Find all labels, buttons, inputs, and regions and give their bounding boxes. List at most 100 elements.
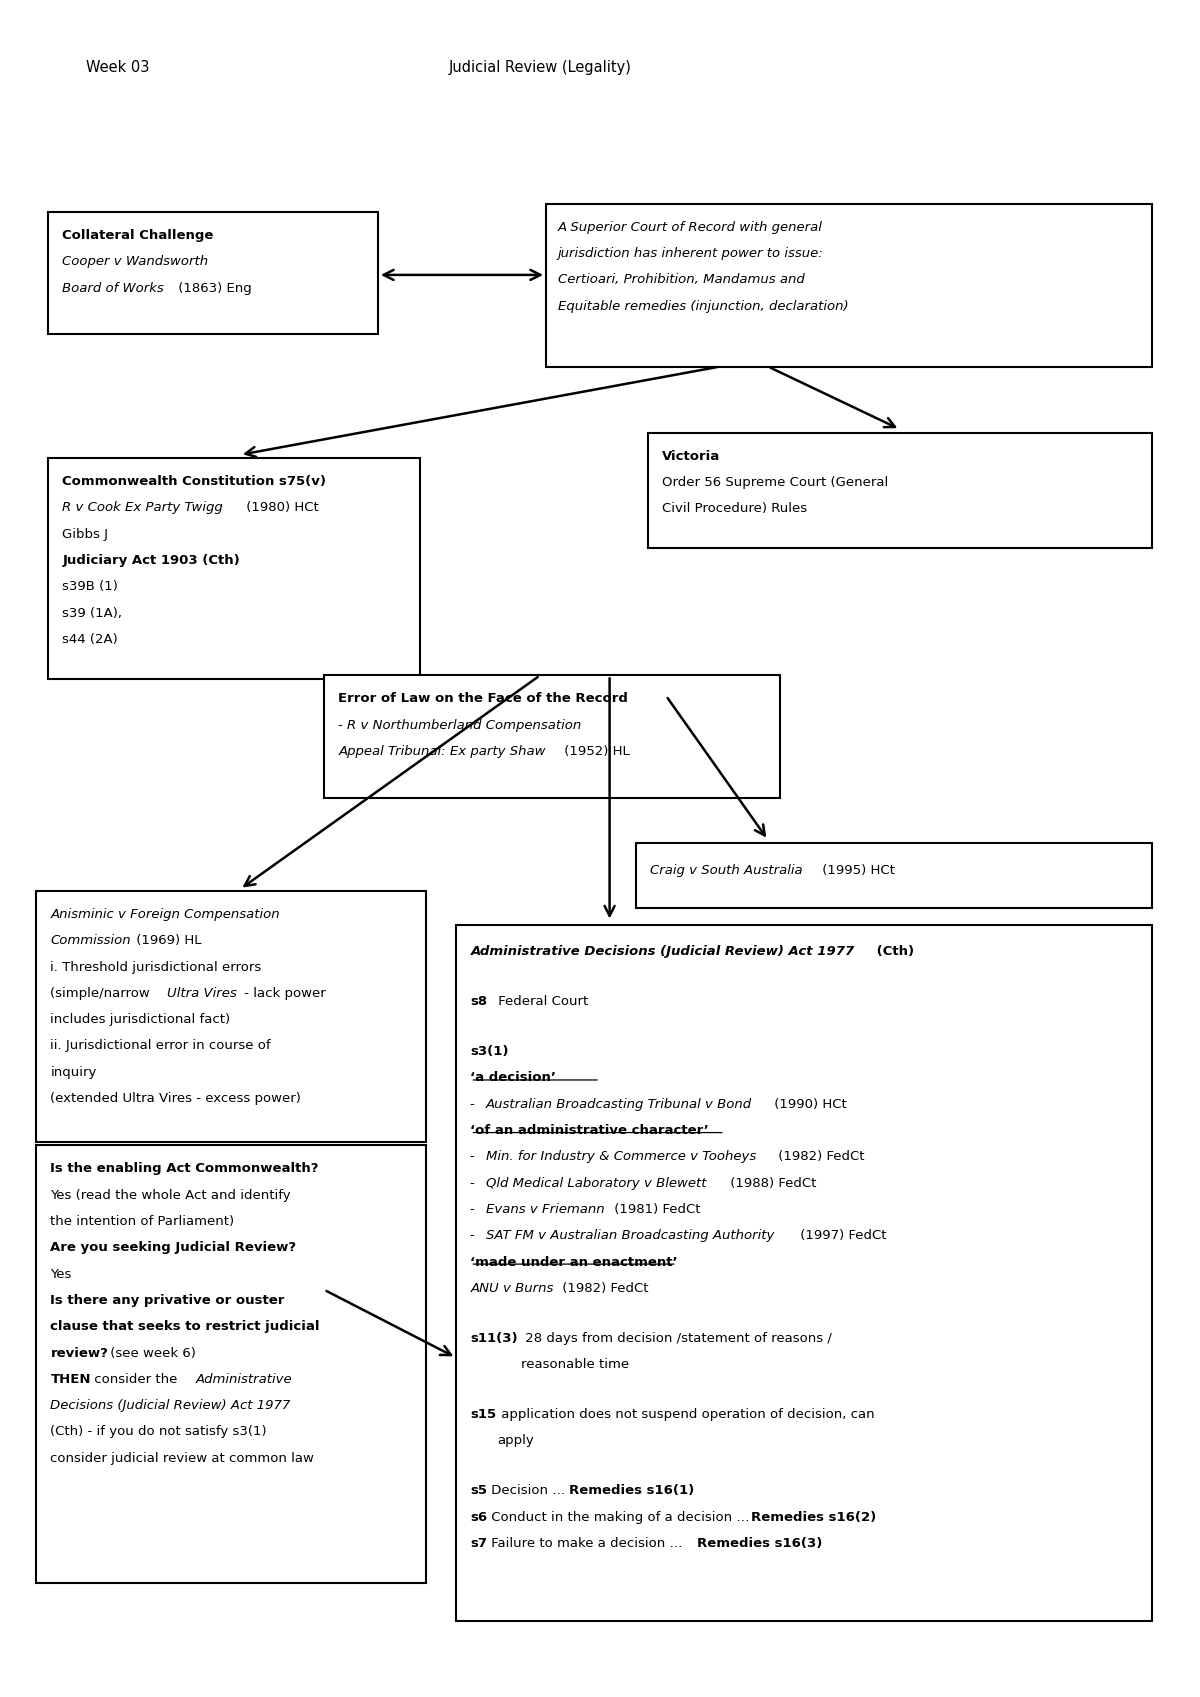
Text: Board of Works: Board of Works xyxy=(62,282,164,295)
Text: s15: s15 xyxy=(470,1409,497,1420)
Text: Victoria: Victoria xyxy=(662,450,721,463)
Text: (1990) HCt: (1990) HCt xyxy=(770,1098,847,1112)
Text: (1980) HCt: (1980) HCt xyxy=(242,502,319,514)
Text: Administrative: Administrative xyxy=(196,1373,293,1386)
Text: apply: apply xyxy=(497,1434,534,1448)
Text: ‘made under an enactment’: ‘made under an enactment’ xyxy=(470,1256,678,1269)
Text: Yes: Yes xyxy=(50,1268,72,1281)
Text: ii. Jurisdictional error in course of: ii. Jurisdictional error in course of xyxy=(50,1039,271,1052)
Text: A Superior Court of Record with general: A Superior Court of Record with general xyxy=(558,221,823,234)
Text: Equitable remedies (injunction, declaration): Equitable remedies (injunction, declarat… xyxy=(558,299,848,312)
Text: (1981) FedCt: (1981) FedCt xyxy=(610,1203,700,1217)
Text: (1952) HL: (1952) HL xyxy=(560,745,630,759)
Text: (Cth): (Cth) xyxy=(872,945,914,959)
Text: (1995) HCt: (1995) HCt xyxy=(818,864,895,877)
Text: Min. for Industry & Commerce v Tooheys: Min. for Industry & Commerce v Tooheys xyxy=(486,1151,756,1164)
Text: ‘a decision’: ‘a decision’ xyxy=(470,1071,557,1084)
Text: Gibbs J: Gibbs J xyxy=(62,528,108,541)
FancyBboxPatch shape xyxy=(48,458,420,679)
Text: -: - xyxy=(470,1203,480,1217)
Text: 28 days from decision /statement of reasons /: 28 days from decision /statement of reas… xyxy=(521,1332,832,1346)
Text: consider judicial review at common law: consider judicial review at common law xyxy=(50,1453,314,1465)
Text: review?: review? xyxy=(50,1347,108,1359)
Text: s39 (1A),: s39 (1A), xyxy=(62,606,122,619)
Text: SAT FM v Australian Broadcasting Authority: SAT FM v Australian Broadcasting Authori… xyxy=(486,1229,774,1242)
Text: s8: s8 xyxy=(470,994,487,1008)
Text: Is the enabling Act Commonwealth?: Is the enabling Act Commonwealth? xyxy=(50,1162,319,1176)
Text: (extended Ultra Vires - excess power): (extended Ultra Vires - excess power) xyxy=(50,1093,301,1105)
Text: Commonwealth Constitution s75(v): Commonwealth Constitution s75(v) xyxy=(62,475,326,489)
Text: Judiciary Act 1903 (Cth): Judiciary Act 1903 (Cth) xyxy=(62,553,240,567)
Text: Order 56 Supreme Court (General: Order 56 Supreme Court (General xyxy=(662,475,889,489)
Text: s6: s6 xyxy=(470,1510,487,1524)
Text: jurisdiction has inherent power to issue:: jurisdiction has inherent power to issue… xyxy=(558,246,823,260)
Text: (1863) Eng: (1863) Eng xyxy=(174,282,252,295)
Text: Collateral Challenge: Collateral Challenge xyxy=(62,229,214,243)
Text: s11(3): s11(3) xyxy=(470,1332,518,1346)
FancyBboxPatch shape xyxy=(546,204,1152,367)
FancyBboxPatch shape xyxy=(48,212,378,334)
Text: R v Cook Ex Party Twigg: R v Cook Ex Party Twigg xyxy=(62,502,223,514)
Text: Are you seeking Judicial Review?: Are you seeking Judicial Review? xyxy=(50,1242,296,1254)
Text: ANU v Burns: ANU v Burns xyxy=(470,1281,553,1295)
Text: (see week 6): (see week 6) xyxy=(106,1347,196,1359)
FancyBboxPatch shape xyxy=(324,675,780,798)
Text: (1969) HL: (1969) HL xyxy=(132,933,202,947)
Text: Remedies s16(1): Remedies s16(1) xyxy=(569,1485,694,1497)
Text: Anisminic v Foreign Compensation: Anisminic v Foreign Compensation xyxy=(50,908,280,921)
Text: s3(1): s3(1) xyxy=(470,1045,509,1059)
Text: -: - xyxy=(470,1176,480,1190)
Text: Administrative Decisions (Judicial Review) Act 1977: Administrative Decisions (Judicial Revie… xyxy=(470,945,854,959)
Text: Remedies s16(2): Remedies s16(2) xyxy=(751,1510,876,1524)
Text: Australian Broadcasting Tribunal v Bond: Australian Broadcasting Tribunal v Bond xyxy=(486,1098,752,1112)
Text: Is there any privative or ouster: Is there any privative or ouster xyxy=(50,1295,284,1307)
Text: (Cth) - if you do not satisfy s3(1): (Cth) - if you do not satisfy s3(1) xyxy=(50,1425,268,1439)
Text: Commission: Commission xyxy=(50,933,131,947)
Text: (1982) FedCt: (1982) FedCt xyxy=(558,1281,648,1295)
Text: - lack power: - lack power xyxy=(240,988,325,1000)
FancyBboxPatch shape xyxy=(648,433,1152,548)
Text: Ultra Vires: Ultra Vires xyxy=(167,988,236,1000)
Text: Decisions (Judicial Review) Act 1977: Decisions (Judicial Review) Act 1977 xyxy=(50,1400,290,1412)
Text: Remedies s16(3): Remedies s16(3) xyxy=(697,1537,822,1549)
Text: includes jurisdictional fact): includes jurisdictional fact) xyxy=(50,1013,230,1027)
Text: inquiry: inquiry xyxy=(50,1066,97,1079)
Text: -: - xyxy=(470,1151,480,1164)
Text: Conduct in the making of a decision …: Conduct in the making of a decision … xyxy=(487,1510,754,1524)
Text: Judicial Review (Legality): Judicial Review (Legality) xyxy=(449,61,631,75)
Text: consider the: consider the xyxy=(90,1373,181,1386)
Text: ‘of an administrative character’: ‘of an administrative character’ xyxy=(470,1123,709,1137)
Text: application does not suspend operation of decision, can: application does not suspend operation o… xyxy=(497,1409,875,1420)
Text: (simple/narrow: (simple/narrow xyxy=(50,988,155,1000)
FancyBboxPatch shape xyxy=(36,891,426,1142)
Text: Craig v South Australia: Craig v South Australia xyxy=(650,864,803,877)
Text: Cooper v Wandsworth: Cooper v Wandsworth xyxy=(62,256,209,268)
FancyBboxPatch shape xyxy=(36,1145,426,1583)
Text: Evans v Friemann: Evans v Friemann xyxy=(486,1203,605,1217)
Text: (1988) FedCt: (1988) FedCt xyxy=(726,1176,816,1190)
Text: Decision …: Decision … xyxy=(487,1485,570,1497)
Text: i. Threshold jurisdictional errors: i. Threshold jurisdictional errors xyxy=(50,961,262,974)
Text: Failure to make a decision …: Failure to make a decision … xyxy=(487,1537,688,1549)
Text: THEN: THEN xyxy=(50,1373,91,1386)
Text: reasonable time: reasonable time xyxy=(521,1358,629,1371)
Text: s39B (1): s39B (1) xyxy=(62,580,119,594)
Text: Appeal Tribunal: Ex party Shaw: Appeal Tribunal: Ex party Shaw xyxy=(338,745,546,759)
Text: Federal Court: Federal Court xyxy=(494,994,589,1008)
Text: - R v Northumberland Compensation: - R v Northumberland Compensation xyxy=(338,720,582,731)
FancyBboxPatch shape xyxy=(456,925,1152,1621)
FancyBboxPatch shape xyxy=(636,843,1152,908)
Text: Yes (read the whole Act and identify: Yes (read the whole Act and identify xyxy=(50,1188,292,1201)
Text: Qld Medical Laboratory v Blewett: Qld Medical Laboratory v Blewett xyxy=(486,1176,707,1190)
Text: s44 (2A): s44 (2A) xyxy=(62,633,118,647)
Text: clause that seeks to restrict judicial: clause that seeks to restrict judicial xyxy=(50,1320,320,1334)
Text: -: - xyxy=(470,1229,480,1242)
Text: Civil Procedure) Rules: Civil Procedure) Rules xyxy=(662,502,808,516)
Text: the intention of Parliament): the intention of Parliament) xyxy=(50,1215,234,1229)
Text: (1997) FedCt: (1997) FedCt xyxy=(796,1229,886,1242)
Text: Certioari, Prohibition, Mandamus and: Certioari, Prohibition, Mandamus and xyxy=(558,273,805,287)
Text: s5: s5 xyxy=(470,1485,487,1497)
Text: Week 03: Week 03 xyxy=(86,61,150,75)
Text: (1982) FedCt: (1982) FedCt xyxy=(774,1151,864,1164)
Text: -: - xyxy=(470,1098,480,1112)
